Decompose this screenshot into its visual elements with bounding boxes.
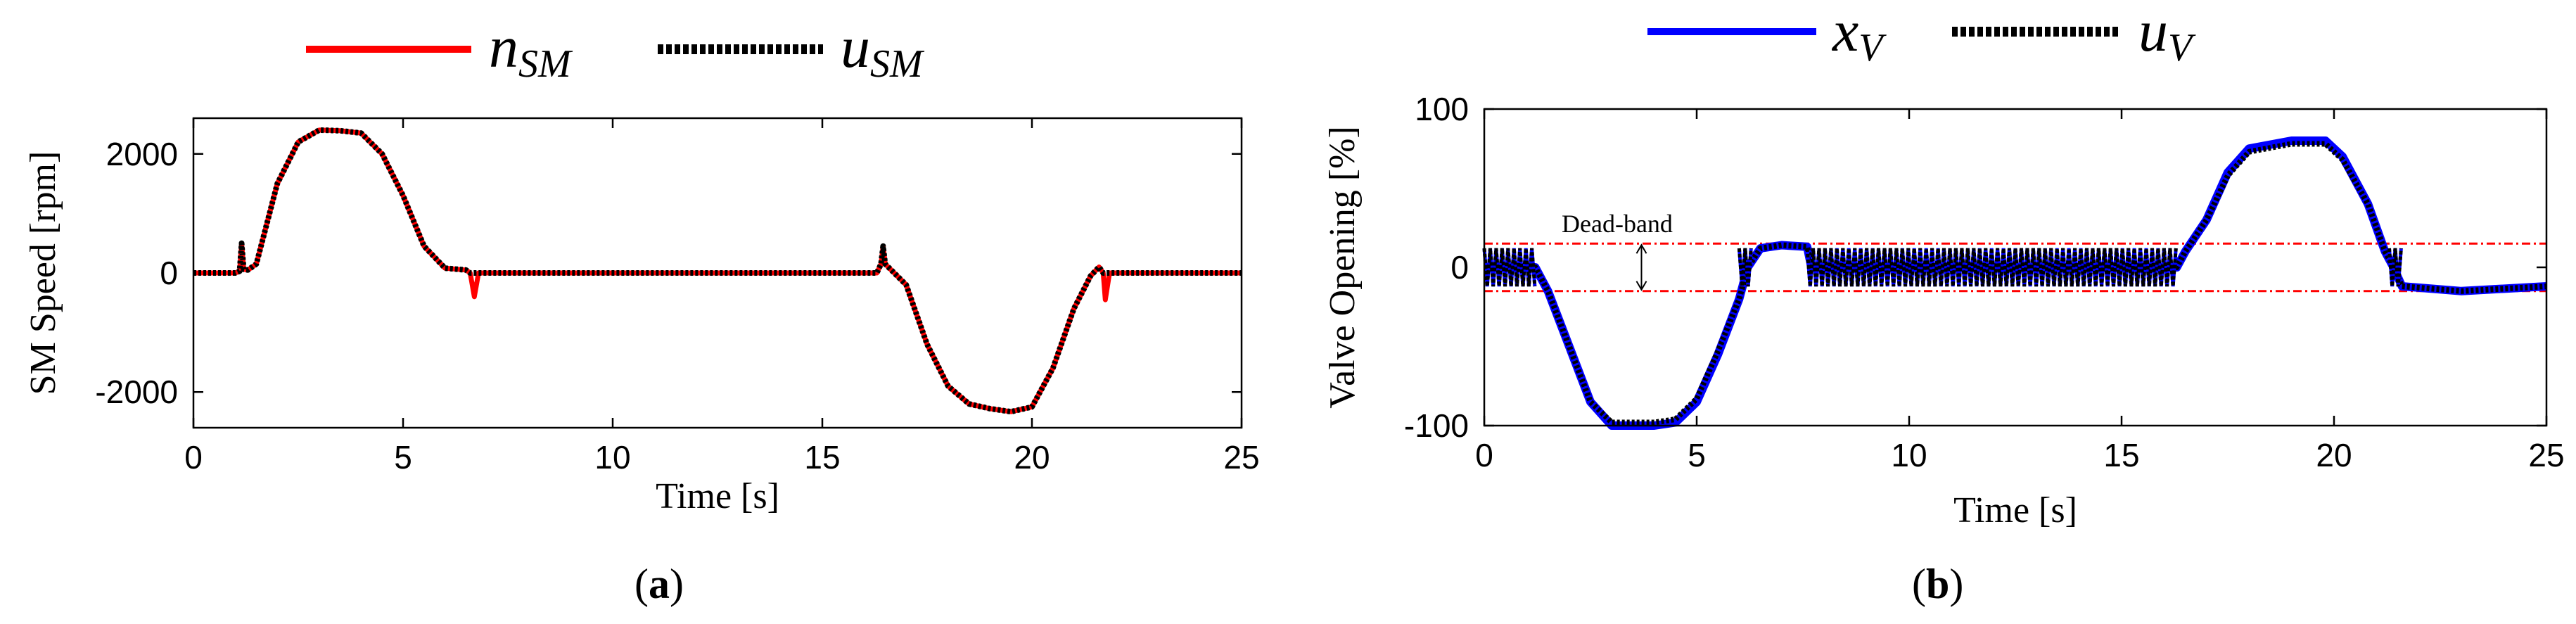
xtick-label-b-5: 25 — [2528, 437, 2564, 473]
dead-band-label: Dead-band — [1562, 210, 1673, 238]
xtick-label-b-2: 10 — [1891, 437, 1927, 473]
series-a-uSM — [193, 127, 1242, 415]
panel-label-b: (b) — [1912, 561, 1963, 607]
xtick-label-a-2: 10 — [594, 439, 630, 476]
ylabel-b: Valve Opening [%] — [1322, 126, 1363, 408]
axes-frame-a — [192, 117, 1243, 429]
xtick-label-b-4: 20 — [2316, 437, 2352, 473]
xtick-label-a-1: 5 — [394, 439, 412, 476]
xtick-label-b-3: 15 — [2103, 437, 2139, 473]
dither-xV-2 — [1805, 248, 2178, 287]
legend-a-label-1: uSM — [841, 15, 925, 86]
legend-b-label-1: uV — [2138, 0, 2196, 70]
ylabel-a: SM Speed [rpm] — [23, 151, 63, 395]
axes-frame-b — [1483, 108, 2548, 427]
xtick-label-a-3: 15 — [804, 439, 840, 476]
ytick-label-a-2: 2000 — [106, 136, 178, 172]
dither-uV-3 — [2387, 248, 2403, 287]
legend-a-label-0: nSM — [489, 15, 573, 86]
xtick-label-b-1: 5 — [1688, 437, 1706, 473]
xtick-label-a-0: 0 — [184, 439, 203, 476]
series-b-xV — [1484, 136, 2547, 430]
ytick-label-b-1: 0 — [1450, 249, 1469, 286]
ytick-label-a-1: 0 — [160, 255, 178, 291]
ytick-label-b-2: 100 — [1415, 91, 1469, 127]
series-b-uV — [1484, 141, 2547, 426]
xtick-label-a-5: 25 — [1223, 439, 1259, 476]
legend-b: xV uV — [1647, 0, 2196, 70]
xtick-label-b-0: 0 — [1475, 437, 1493, 473]
xtick-label-a-4: 20 — [1014, 439, 1050, 476]
ytick-label-a-0: -2000 — [95, 374, 178, 410]
legend-a: nSM uSM — [306, 15, 925, 86]
xlabel-a: Time [s] — [656, 476, 779, 516]
ytick-label-b-0: -100 — [1404, 407, 1469, 444]
xlabel-b: Time [s] — [1953, 490, 2077, 530]
panel-label-a: (a) — [635, 561, 684, 607]
legend-b-label-0: xV — [1831, 0, 1887, 70]
dither-uV-1 — [1737, 248, 1753, 287]
dead-band-arrowheads — [1635, 243, 1647, 291]
dither-uV-0 — [1482, 248, 1537, 287]
